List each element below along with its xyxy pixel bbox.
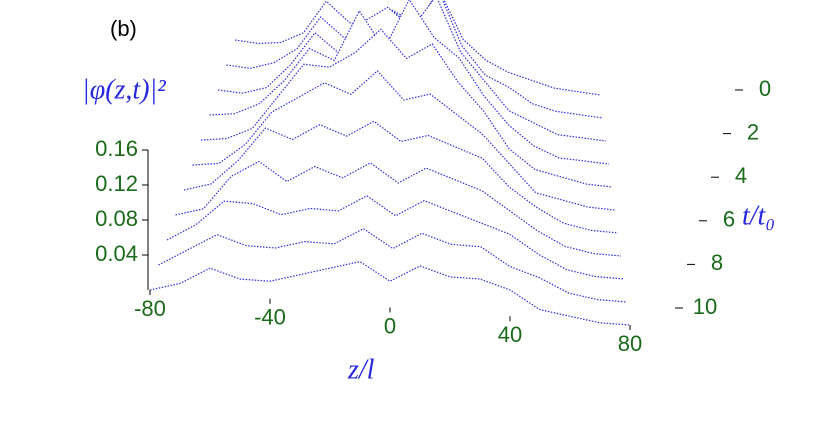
v-tick-label: 0.04 xyxy=(95,241,138,266)
surface-row xyxy=(166,195,625,280)
t-tick-label: 6 xyxy=(723,207,735,232)
t-tick-label: 0 xyxy=(759,76,771,101)
z-tick-label: 0 xyxy=(384,313,396,338)
v-tick-label: 0.12 xyxy=(95,171,138,196)
z-tick-label: -40 xyxy=(254,305,286,330)
surface-row xyxy=(209,0,610,165)
t-tick-label: 2 xyxy=(747,119,759,144)
z-tick-label: 80 xyxy=(618,331,642,356)
occlusion xyxy=(150,261,630,325)
z-axis-title: z/l xyxy=(347,354,375,385)
z-tick-label: 40 xyxy=(498,322,522,347)
z-tick-label: -80 xyxy=(134,296,166,321)
occlusion xyxy=(184,121,618,233)
value-axis-title: |φ(z,t)|² xyxy=(82,74,166,105)
panel-label: (b) xyxy=(110,16,137,41)
occlusion xyxy=(158,228,627,302)
t-tick-label: 4 xyxy=(735,163,747,188)
v-tick-label: 0.08 xyxy=(95,206,138,231)
t-tick-label: 8 xyxy=(711,250,723,275)
surface-row xyxy=(175,160,622,257)
surface-row xyxy=(192,70,616,211)
t-axis-title: t/t₀ xyxy=(742,200,775,231)
surface-row xyxy=(200,28,613,188)
occlusion xyxy=(175,161,621,256)
t-tick-label: 10 xyxy=(693,294,717,319)
v-tick-label: 0.16 xyxy=(95,136,138,161)
occlusion xyxy=(167,195,624,279)
